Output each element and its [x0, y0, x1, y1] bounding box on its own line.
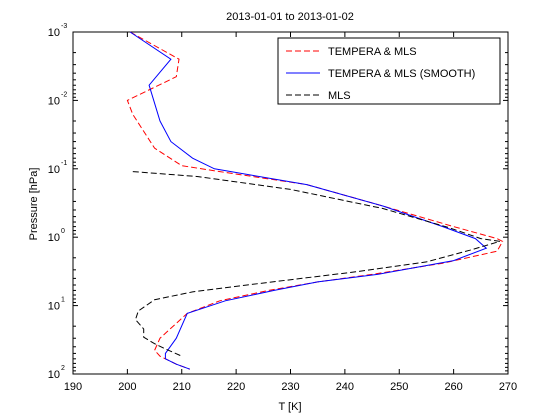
y-tick-exponent: 1: [61, 297, 65, 304]
y-tick-label: 10: [48, 232, 60, 244]
legend-label-mls: MLS: [328, 90, 351, 102]
y-axis-label: Pressure [hPa]: [28, 168, 40, 241]
legend-label-tempera-mls: TEMPERA & MLS: [328, 46, 417, 58]
x-tick-label: 230: [281, 381, 299, 393]
legend-label-tempera-mls-smooth: TEMPERA & MLS (SMOOTH): [328, 68, 475, 80]
y-tick-label: 10: [48, 27, 60, 39]
y-tick-label: 10: [48, 164, 60, 176]
x-tick-label: 200: [118, 381, 136, 393]
chart-title: 2013-01-01 to 2013-01-02: [226, 11, 354, 23]
x-tick-label: 240: [336, 381, 354, 393]
series-line-1: [129, 31, 488, 370]
y-tick-exponent: -3: [61, 23, 67, 30]
y-tick-exponent: -1: [61, 160, 67, 167]
series-line-2: [132, 171, 500, 357]
y-tick-exponent: 0: [61, 228, 65, 235]
y-tick-label: 10: [48, 369, 60, 381]
x-tick-label: 190: [64, 381, 82, 393]
y-tick-exponent: 2: [61, 365, 65, 372]
legend-box: [277, 37, 501, 105]
x-tick-label: 220: [227, 381, 245, 393]
x-tick-label: 260: [444, 381, 462, 393]
y-tick-exponent: -2: [61, 91, 67, 98]
legend: TEMPERA & MLS TEMPERA & MLS (SMOOTH) MLS: [277, 37, 501, 105]
x-tick-label: 270: [499, 381, 517, 393]
x-axis-label: T [K]: [278, 401, 301, 413]
y-tick-label: 10: [48, 95, 60, 107]
x-axis: 190 200 210 220 230 240 250 260 270: [64, 32, 517, 393]
x-tick-label: 250: [390, 381, 408, 393]
x-tick-label: 210: [173, 381, 191, 393]
series-layer: [126, 31, 504, 370]
y-tick-label: 10: [48, 301, 60, 313]
series-line-0: [126, 31, 504, 370]
